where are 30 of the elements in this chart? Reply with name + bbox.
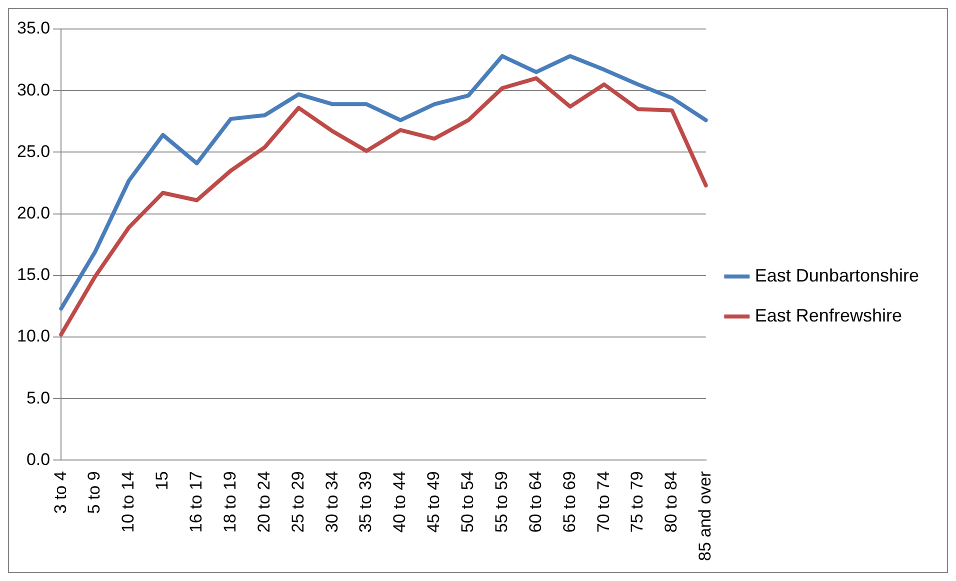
y-tick-label: 15.0 <box>16 265 50 284</box>
y-tick-label: 10.0 <box>16 326 50 346</box>
x-tick-label: 40 to 44 <box>390 471 410 533</box>
x-tick-label: 20 to 24 <box>254 471 274 533</box>
x-tick-label: 55 to 59 <box>492 471 511 533</box>
x-tick-label: 18 to 19 <box>220 471 240 533</box>
x-tick-label: 65 to 69 <box>560 471 579 533</box>
legend-label: East Dunbartonshire <box>754 265 919 286</box>
x-tick-label: 35 to 39 <box>356 471 376 533</box>
x-tick-label: 45 to 49 <box>424 471 444 533</box>
y-tick-label: 5.0 <box>26 388 50 408</box>
x-tick-label: 5 to 9 <box>84 471 104 514</box>
x-tick-label: 70 to 74 <box>594 471 613 533</box>
x-tick-label: 16 to 17 <box>186 471 206 533</box>
x-tick-label: 75 to 79 <box>628 471 647 533</box>
x-tick-label: 60 to 64 <box>526 471 545 533</box>
x-tick-label: 15 <box>152 471 172 490</box>
x-tick-label: 30 to 34 <box>322 471 342 533</box>
x-tick-label: 50 to 54 <box>458 471 478 533</box>
legend-label: East Renfrewshire <box>754 305 902 326</box>
x-tick-label: 80 to 84 <box>662 471 681 533</box>
y-tick-label: 25.0 <box>16 142 50 161</box>
x-tick-label: 25 to 29 <box>288 471 308 533</box>
y-tick-label: 30.0 <box>16 80 50 100</box>
x-tick-label: 10 to 14 <box>118 471 138 533</box>
x-tick-label: 85 and over <box>696 470 715 562</box>
y-tick-label: 35.0 <box>16 18 50 38</box>
x-tick-label: 3 to 4 <box>50 471 70 514</box>
y-tick-label: 20.0 <box>16 203 50 222</box>
y-tick-label: 0.0 <box>26 450 50 469</box>
